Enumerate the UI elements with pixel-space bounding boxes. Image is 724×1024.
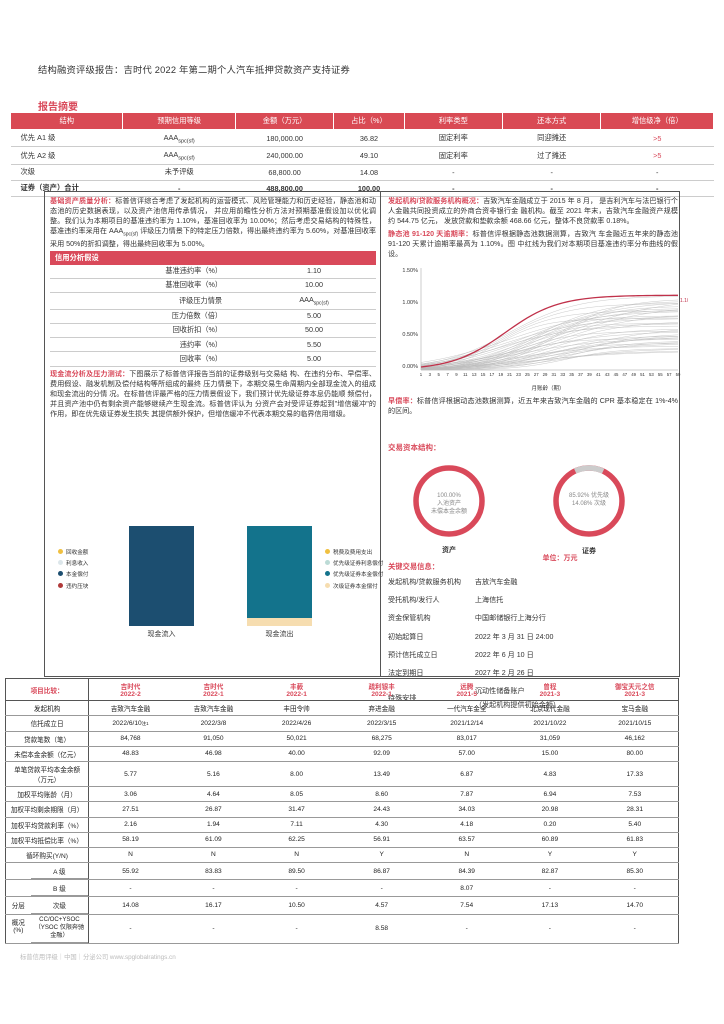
svg-text:43: 43 bbox=[605, 372, 610, 377]
svg-text:19: 19 bbox=[498, 372, 503, 377]
svg-text:55: 55 bbox=[658, 372, 663, 377]
svg-text:59: 59 bbox=[676, 372, 681, 377]
svg-text:13: 13 bbox=[472, 372, 477, 377]
svg-text:3: 3 bbox=[429, 372, 432, 377]
svg-text:85.92% 优先级: 85.92% 优先级 bbox=[569, 491, 609, 499]
svg-text:37: 37 bbox=[578, 372, 583, 377]
svg-text:0.00%: 0.00% bbox=[402, 364, 418, 370]
svg-text:9: 9 bbox=[455, 372, 458, 377]
svg-text:23: 23 bbox=[516, 372, 521, 377]
svg-text:未偿本金余额: 未偿本金余额 bbox=[431, 507, 467, 515]
svg-text:1.10%: 1.10% bbox=[680, 298, 688, 304]
svg-text:33: 33 bbox=[560, 372, 565, 377]
svg-text:100.00%: 100.00% bbox=[437, 493, 461, 499]
svg-text:53: 53 bbox=[649, 372, 654, 377]
svg-text:57: 57 bbox=[667, 372, 672, 377]
svg-text:45: 45 bbox=[614, 372, 619, 377]
svg-text:31: 31 bbox=[552, 372, 557, 377]
svg-text:21: 21 bbox=[507, 372, 512, 377]
svg-text:0.50%: 0.50% bbox=[402, 332, 418, 338]
svg-text:49: 49 bbox=[631, 372, 636, 377]
svg-text:14.08% 次级: 14.08% 次级 bbox=[572, 499, 606, 507]
svg-text:41: 41 bbox=[596, 372, 601, 377]
svg-text:17: 17 bbox=[490, 372, 495, 377]
svg-text:5: 5 bbox=[438, 372, 441, 377]
svg-text:51: 51 bbox=[640, 372, 645, 377]
svg-text:27: 27 bbox=[534, 372, 539, 377]
svg-text:29: 29 bbox=[543, 372, 548, 377]
svg-text:25: 25 bbox=[525, 372, 530, 377]
svg-text:月账龄（期）: 月账龄（期） bbox=[531, 384, 564, 392]
svg-text:入池资产: 入池资产 bbox=[437, 499, 461, 507]
svg-text:47: 47 bbox=[622, 372, 627, 377]
svg-text:7: 7 bbox=[446, 372, 449, 377]
svg-text:1.00%: 1.00% bbox=[402, 300, 418, 306]
svg-text:39: 39 bbox=[587, 372, 592, 377]
svg-text:11: 11 bbox=[463, 372, 468, 377]
svg-text:15: 15 bbox=[481, 372, 486, 377]
svg-text:35: 35 bbox=[569, 372, 574, 377]
svg-text:1.50%: 1.50% bbox=[402, 268, 418, 274]
svg-text:1: 1 bbox=[420, 372, 423, 377]
